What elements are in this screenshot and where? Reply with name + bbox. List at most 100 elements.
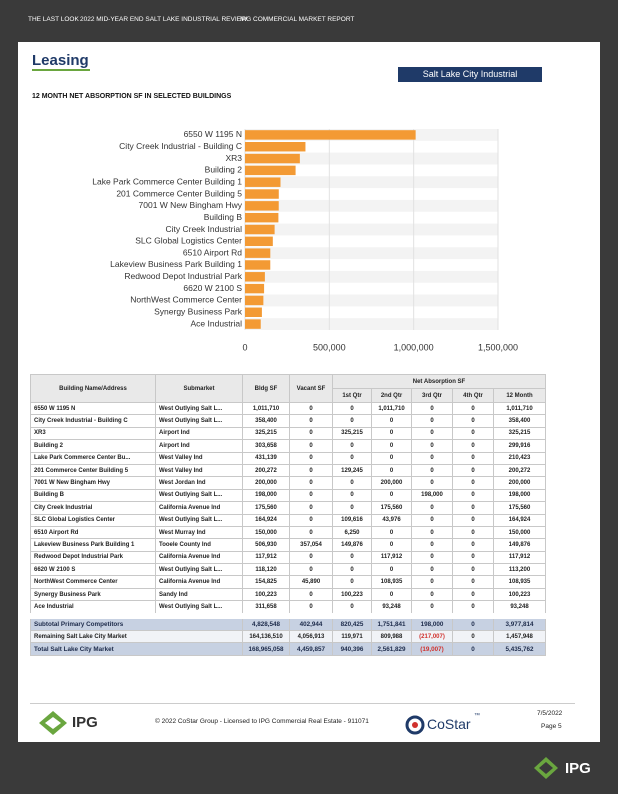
table-row: Building 2 Airport Ind 303,658 0 0 0 0 0 299,916	[30, 439, 546, 453]
table-cell: 0	[289, 451, 333, 465]
table-cell: 164,924	[493, 513, 546, 527]
table-cell: Redwood Depot Industrial Park	[30, 550, 156, 565]
table-cell: 0	[452, 642, 494, 656]
table-cell: Tooele County Ind	[155, 538, 243, 552]
costar-logo: CoStar	[427, 716, 471, 732]
table-cell: 325,215	[332, 426, 372, 441]
table-cell: 6620 W 2100 S	[30, 563, 156, 577]
table-cell: 0	[452, 600, 494, 617]
table-cell: 506,930	[242, 538, 290, 552]
table-cell: (217,007)	[411, 630, 453, 644]
footer-rule	[30, 703, 575, 704]
table-cell: 358,400	[493, 414, 546, 428]
table-row: Lake Park Commerce Center Bu... West Vall…	[30, 451, 546, 465]
table-cell: 0	[289, 463, 333, 478]
table-cell: 0	[452, 563, 494, 577]
table-cell: 820,425	[332, 612, 372, 632]
table-cell: Bldg SF	[242, 374, 290, 403]
table-cell: 4,056,913	[289, 630, 333, 644]
table-cell: 1,011,710	[371, 401, 412, 416]
table-cell: 0	[289, 587, 333, 602]
table-cell: 5,435,762	[493, 642, 546, 656]
table-cell: 168,965,058	[242, 642, 290, 656]
table-cell: 0	[371, 451, 412, 465]
y-tick-label: 7001 W New Bingham Hwy	[139, 200, 243, 210]
table-row: SLC Global Logistics Center West Outlying…	[30, 513, 546, 527]
table-cell: Remaining Salt Lake City Market	[30, 630, 243, 644]
table-cell: Airport Ind	[155, 439, 243, 453]
table-cell: 198,000	[493, 488, 546, 503]
y-tick-label: 6510 Airport Rd	[183, 247, 242, 257]
x-tick-label: 1,500,000	[478, 342, 518, 352]
y-tick-label: Building 2	[205, 165, 243, 175]
table-cell: Synergy Business Park	[30, 587, 156, 602]
y-tick-label: 201 Commerce Center Building 5	[116, 188, 242, 198]
table-row: Synergy Business Park Sandy Ind 100,223 0 10…	[30, 587, 546, 602]
table-cell: 0	[332, 439, 372, 453]
table-cell: 175,560	[493, 501, 546, 515]
table-row: 6510 Airport Rd West Murray Ind 150,000 0 6,…	[30, 525, 546, 540]
table-cell: 0	[411, 563, 453, 577]
table-row: 7001 W New Bingham Hwy West Jordan Ind 200…	[30, 476, 546, 490]
table-cell: City Creek Industrial - Building C	[30, 414, 156, 428]
table-cell: 0	[452, 426, 494, 441]
table-cell: 0	[371, 414, 412, 428]
bar	[245, 153, 300, 164]
section-title: Leasing	[32, 52, 89, 69]
table-cell: Vacant SF	[289, 374, 333, 403]
table-cell: 150,000	[242, 525, 290, 540]
bar	[245, 260, 271, 270]
table-cell: 117,912	[371, 550, 412, 565]
table-cell: 100,223	[332, 587, 372, 602]
table-cell: Building B	[30, 488, 156, 503]
table-cell: 0	[452, 575, 494, 589]
table-cell: West Outlying Salt L...	[155, 563, 243, 577]
table-cell: 0	[371, 563, 412, 577]
ipg-logo-mark	[39, 711, 67, 735]
table-row: City Creek Industrial - Building C West O…	[30, 414, 546, 428]
table-cell: 1,751,841	[371, 612, 412, 632]
chart: 0 500,000 1,000,000 1,500,000 6550 W 1195 N C…	[92, 129, 518, 352]
table-cell: 3,977,814	[493, 612, 546, 632]
table-cell: Sandy Ind	[155, 587, 243, 602]
table-cell: 109,616	[332, 513, 372, 527]
bar	[245, 130, 416, 140]
table: Building Name/Address Submarket Bldg SF Vac…	[30, 374, 546, 656]
table-cell: 0	[332, 488, 372, 503]
table-cell: 325,215	[242, 426, 290, 441]
table-row: Building B West Outlying Salt L... 198,000…	[30, 488, 546, 503]
table-cell: 0	[411, 600, 453, 617]
table-row: NorthWest Commerce Center California Aven…	[30, 575, 546, 589]
table-cell: 2nd Qtr	[371, 388, 412, 403]
table-cell: 303,658	[242, 439, 290, 453]
table-cell: 108,935	[371, 575, 412, 589]
table-row: Ace Industrial West Outlying Salt L... 311…	[30, 600, 546, 617]
table-cell: 0	[411, 501, 453, 515]
table-cell: 0	[411, 587, 453, 602]
band	[245, 199, 498, 212]
table-cell: 0	[452, 630, 494, 644]
table-cell: West Outlying Salt L...	[155, 600, 243, 617]
table-cell: California Avenue Ind	[155, 501, 243, 515]
band	[245, 223, 498, 236]
x-tick-label: 500,000	[313, 342, 346, 352]
header-text: THE LAST LOOK	[28, 16, 79, 23]
table-cell: 0	[411, 525, 453, 540]
table-row: 6620 W 2100 S West Outlying Salt L... 118,…	[30, 563, 546, 577]
table-cell: NorthWest Commerce Center	[30, 575, 156, 589]
table-cell: 0	[371, 525, 412, 540]
table-cell: California Avenue Ind	[155, 575, 243, 589]
table-cell: 119,971	[332, 630, 372, 644]
y-tick-label: 6550 W 1195 N	[184, 129, 242, 139]
table-cell: 0	[289, 401, 333, 416]
table-cell: 0	[452, 513, 494, 527]
bar	[245, 165, 296, 176]
table-cell: Lake Park Commerce Center Bu...	[30, 451, 156, 465]
bar	[245, 142, 306, 152]
table-cell: SLC Global Logistics Center	[30, 513, 156, 527]
table-row: Building Name/Address Submarket Bldg SF Vac…	[30, 374, 546, 403]
table-cell: 93,248	[371, 600, 412, 617]
table-cell: 154,825	[242, 575, 290, 589]
table-cell: 164,924	[242, 513, 290, 527]
table-cell: 4,459,857	[289, 642, 333, 656]
